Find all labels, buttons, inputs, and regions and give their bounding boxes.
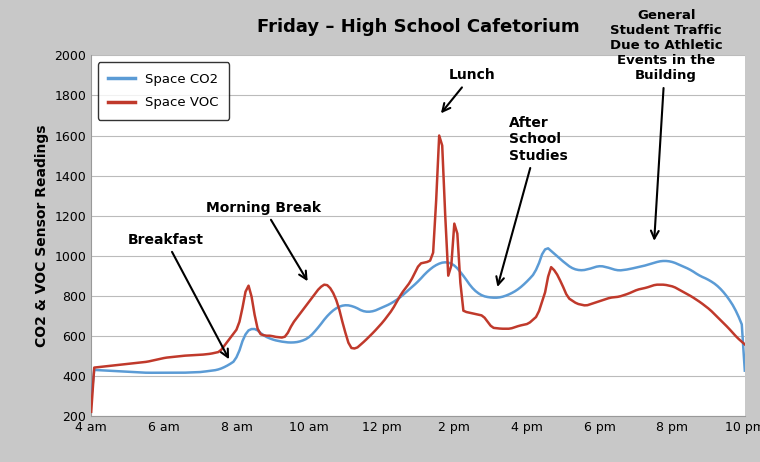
Y-axis label: CO2 & VOC Sensor Readings: CO2 & VOC Sensor Readings [35, 124, 49, 347]
Text: After
School
Studies: After School Studies [496, 116, 568, 285]
Legend: Space CO2, Space VOC: Space CO2, Space VOC [98, 62, 230, 120]
Text: Friday – High School Cafetorium: Friday – High School Cafetorium [257, 18, 579, 36]
Text: Morning Break: Morning Break [206, 201, 321, 280]
Text: Breakfast: Breakfast [128, 233, 228, 357]
Text: Lunch: Lunch [442, 68, 495, 111]
Text: General
Student Traffic
Due to Athletic
Events in the
Building: General Student Traffic Due to Athletic … [610, 9, 723, 238]
